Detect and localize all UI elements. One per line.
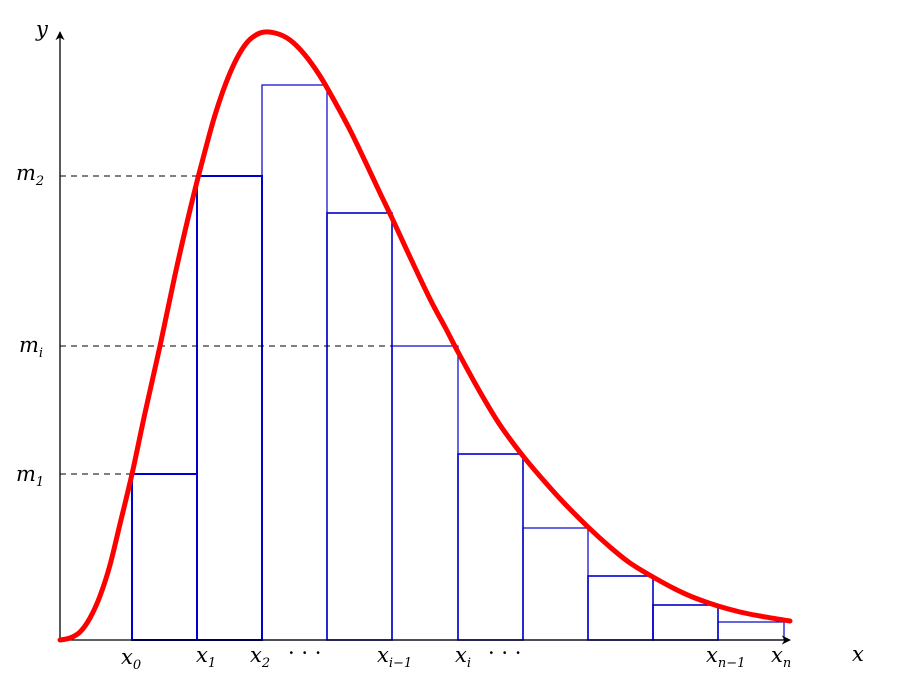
x-tick-ellipsis-2: · · · (488, 641, 521, 665)
rectangle-1 (131, 473, 198, 641)
y-tick-m1: m1 (16, 462, 44, 490)
rectangle-4 (326, 212, 393, 641)
y-tick-m2: m2 (16, 161, 44, 189)
x-axis-label: x (852, 642, 864, 666)
rectangle-9 (652, 604, 719, 641)
rectangle-8 (587, 575, 654, 641)
rectangle-10 (717, 621, 785, 641)
x-tick-x1: x1 (196, 643, 216, 671)
rectangle-3 (261, 84, 328, 641)
x-tick-x-n-minus-1: xn−1 (706, 643, 745, 671)
x-tick-x-i: xi (455, 643, 471, 671)
lower-sum-rectangles (131, 84, 785, 641)
x-tick-x-n: xn (771, 643, 791, 671)
rectangle-7 (522, 527, 589, 641)
rectangle-6 (457, 453, 524, 641)
rectangle-5 (391, 345, 459, 641)
rectangle-2 (196, 175, 263, 641)
x-tick-x0: x0 (121, 645, 141, 673)
function-curve (57, 29, 793, 643)
y-axis-label: y (35, 17, 49, 41)
x-tick-ellipsis-1: · · · (288, 641, 321, 665)
x-tick-x-i-minus-1: xi−1 (377, 643, 412, 671)
level-lines (60, 175, 392, 475)
x-tick-x2: x2 (250, 643, 270, 671)
y-tick-mi: mi (19, 333, 43, 361)
